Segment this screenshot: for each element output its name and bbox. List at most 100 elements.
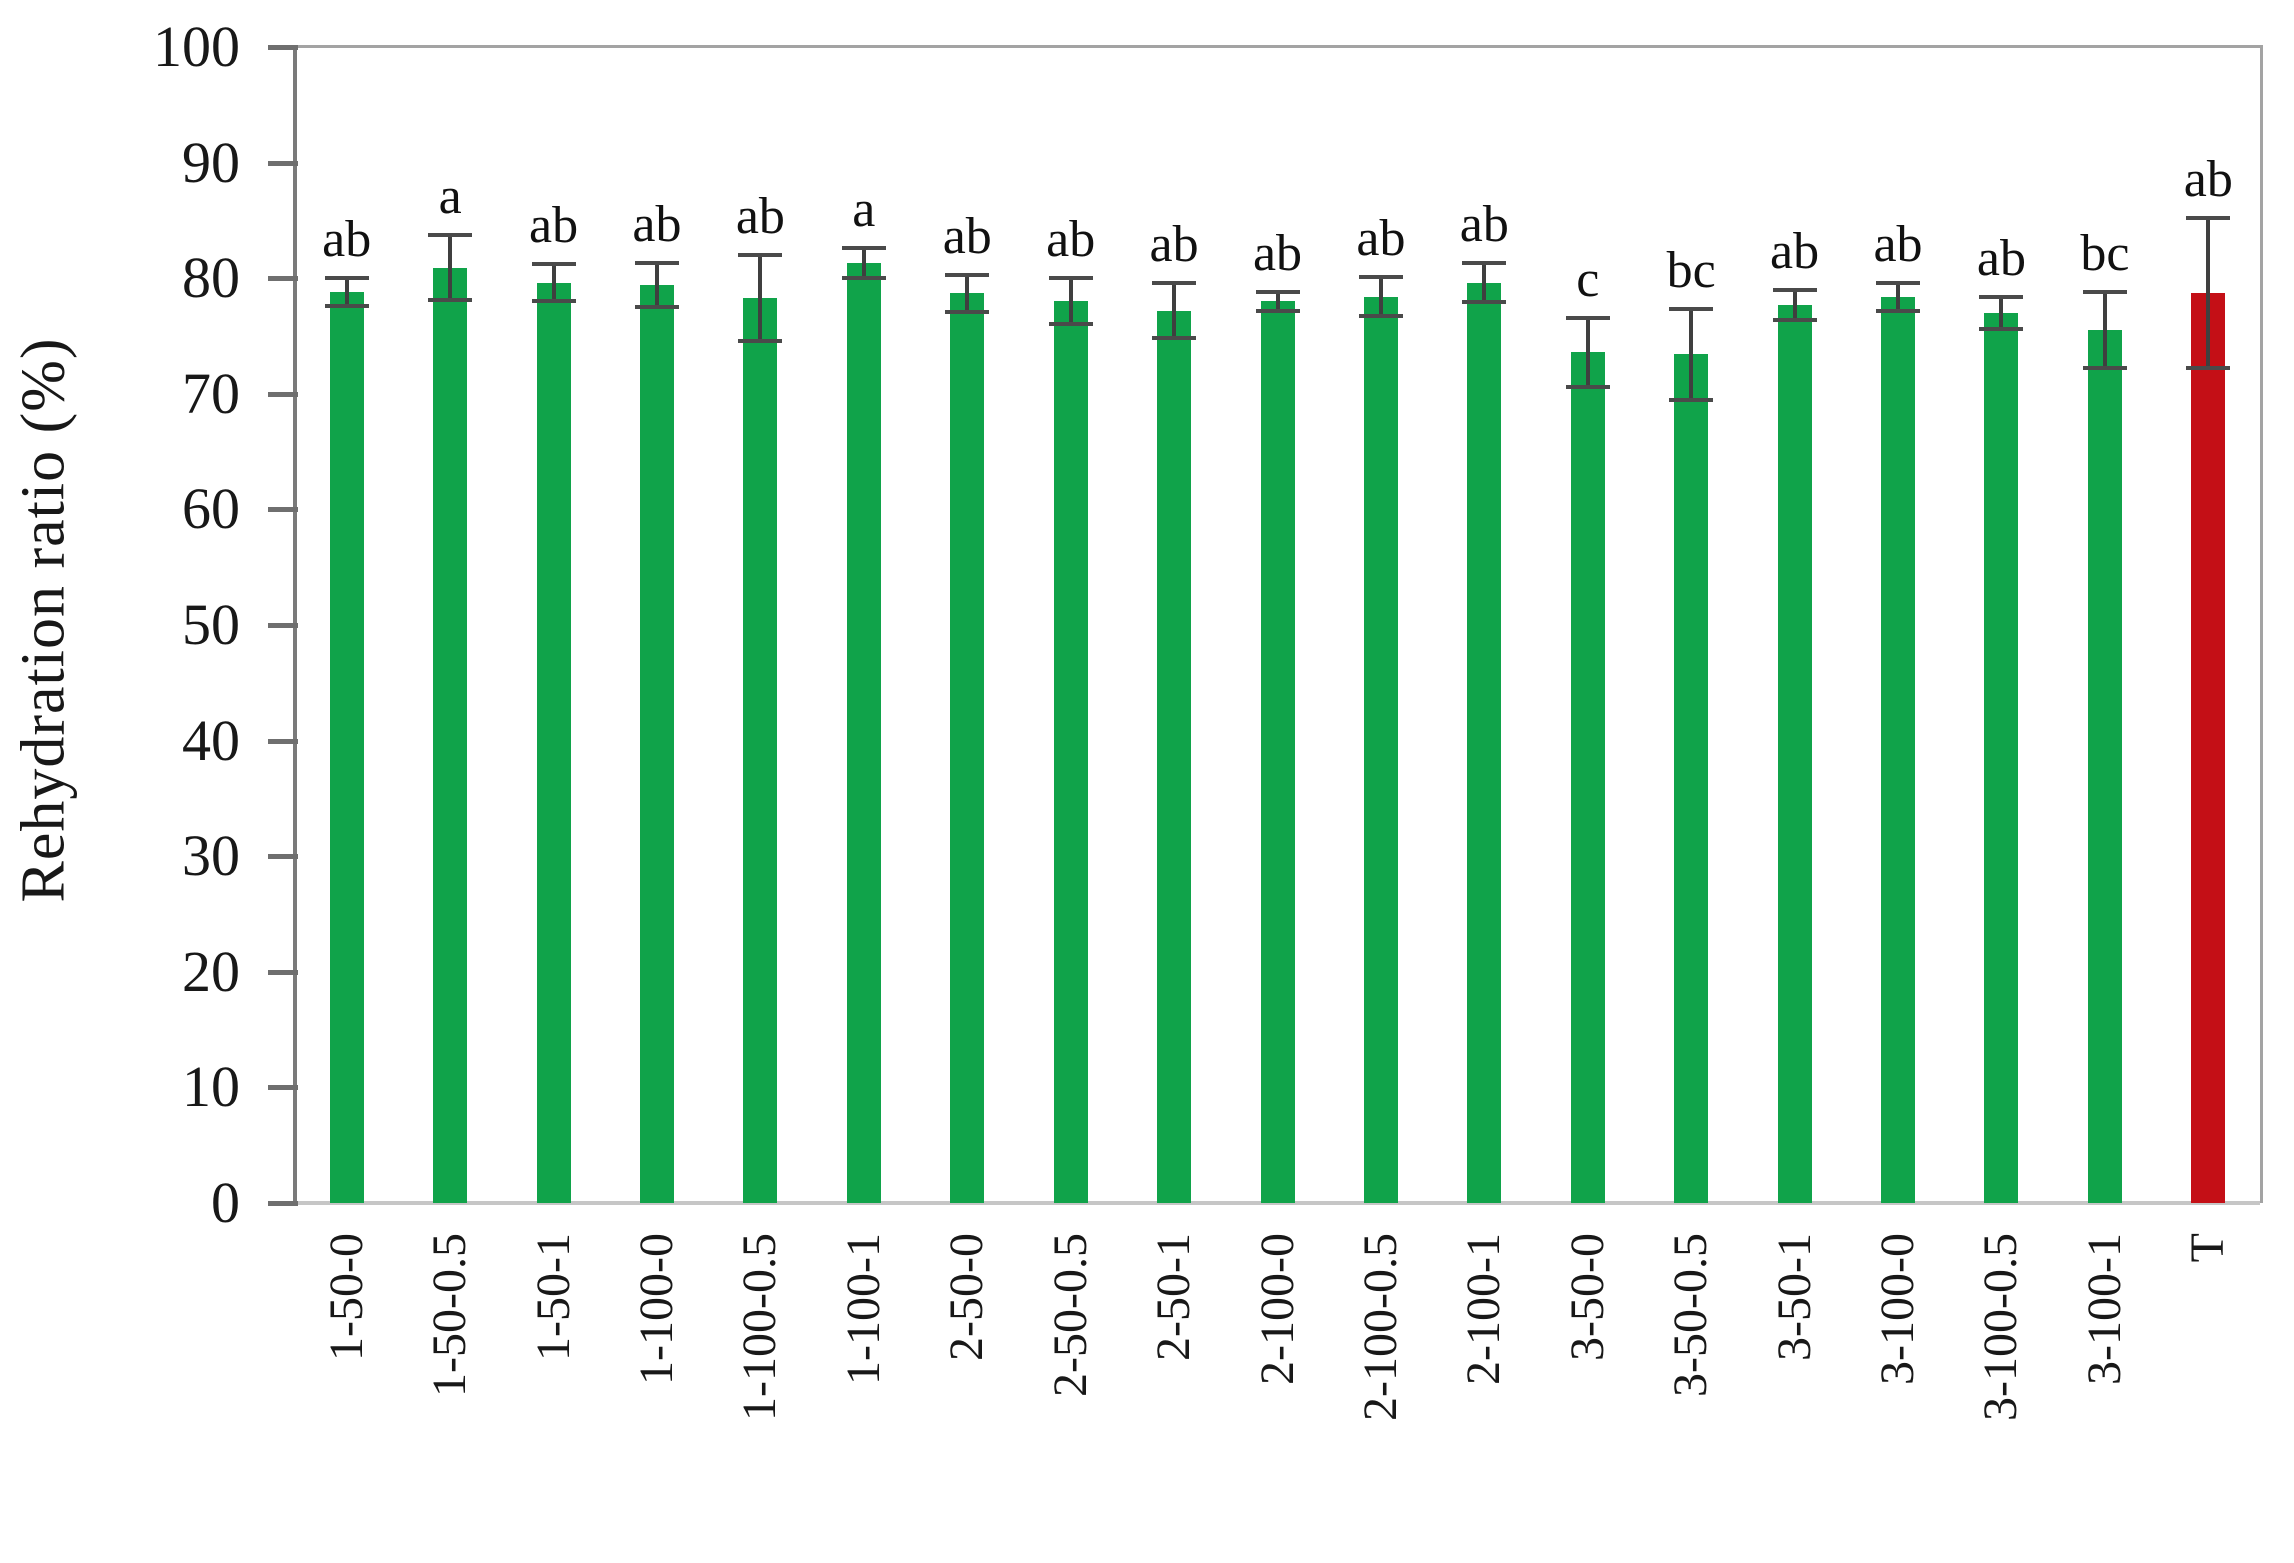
- error-cap-bottom-2-100-0: [1255, 308, 1300, 313]
- error-cap-bottom-3-100-0: [1876, 308, 1921, 313]
- error-cap-top-3-100-1: [2082, 290, 2127, 295]
- y-tick-10: [268, 1085, 298, 1091]
- x-label-3-50-1: 3-50-1: [1767, 1233, 1821, 1361]
- bar-3-50-1: [1777, 304, 1812, 1203]
- sig-letter-1-100-0: ab: [632, 196, 682, 254]
- x-label-3-100-0: 3-100-0: [1871, 1233, 1925, 1385]
- x-label-1-50-0: 1-50-0: [319, 1233, 373, 1361]
- error-cap-top-3-50-0.5: [1669, 307, 1714, 312]
- error-cap-bottom-3-50-0.5: [1669, 397, 1714, 402]
- y-tick-label-80: 80: [182, 245, 240, 311]
- y-tick-100: [268, 45, 298, 50]
- error-bar-3-50-1: [1792, 289, 1797, 320]
- y-tick-20: [268, 969, 298, 975]
- error-bar-2-50-0: [965, 274, 970, 312]
- y-tick-70: [268, 391, 298, 397]
- sig-letter-3-50-1: ab: [1770, 222, 1820, 280]
- error-bar-T: [2206, 218, 2211, 369]
- error-cap-bottom-T: [2186, 366, 2231, 371]
- error-cap-top-2-100-0.5: [1358, 275, 1403, 280]
- error-bar-1-50-0: [344, 278, 349, 306]
- y-tick-40: [268, 738, 298, 744]
- error-bar-1-100-0: [654, 263, 659, 308]
- error-cap-top-3-100-0: [1876, 280, 1921, 285]
- error-bar-3-50-0.5: [1689, 309, 1694, 400]
- error-cap-bottom-2-50-0: [945, 309, 990, 314]
- error-cap-top-3-100-0.5: [1979, 294, 2024, 299]
- bar-3-100-0: [1881, 296, 1916, 1203]
- error-cap-top-1-100-0.5: [738, 253, 783, 258]
- y-tick-0: [268, 1201, 298, 1206]
- plot-border-top: [293, 45, 2263, 48]
- x-label-3-50-0.5: 3-50-0.5: [1664, 1233, 1718, 1397]
- error-cap-bottom-2-50-1: [1152, 336, 1197, 341]
- y-tick-label-50: 50: [182, 592, 240, 657]
- error-cap-top-3-50-1: [1772, 287, 1817, 292]
- error-cap-bottom-1-50-0: [324, 303, 369, 308]
- x-label-3-100-1: 3-100-1: [2077, 1233, 2131, 1385]
- error-cap-bottom-2-100-1: [1462, 300, 1507, 305]
- y-tick-label-60: 60: [182, 476, 240, 542]
- sig-letter-2-100-0.5: ab: [1356, 210, 1406, 268]
- x-label-1-50-0.5: 1-50-0.5: [423, 1233, 477, 1397]
- error-cap-bottom-3-100-0.5: [1979, 327, 2024, 332]
- bar-3-50-0: [1570, 352, 1605, 1203]
- error-bar-2-100-0: [1275, 292, 1280, 311]
- error-bar-1-100-0.5: [758, 255, 763, 341]
- x-label-1-100-1: 1-100-1: [836, 1233, 890, 1385]
- sig-letter-3-100-0.5: ab: [1976, 229, 2026, 287]
- y-tick-label-70: 70: [182, 360, 240, 426]
- sig-letter-1-100-1: a: [852, 181, 876, 239]
- x-label-1-100-0.5: 1-100-0.5: [733, 1233, 787, 1421]
- bar-1-100-0: [639, 285, 674, 1203]
- x-label-2-100-0: 2-100-0: [1250, 1233, 1304, 1385]
- error-cap-bottom-1-100-0.5: [738, 338, 783, 343]
- error-cap-bottom-2-50-0.5: [1048, 322, 1093, 327]
- x-label-2-50-0.5: 2-50-0.5: [1043, 1233, 1097, 1397]
- sig-letter-2-50-0: ab: [942, 207, 992, 265]
- error-cap-top-2-100-1: [1462, 261, 1507, 266]
- error-cap-bottom-3-100-1: [2082, 366, 2127, 371]
- error-bar-1-50-1: [551, 264, 556, 302]
- error-bar-2-100-1: [1482, 263, 1487, 303]
- error-bar-1-100-1: [861, 248, 866, 279]
- error-cap-top-1-100-0: [634, 261, 679, 266]
- sig-letter-2-100-0: ab: [1252, 225, 1303, 283]
- bar-1-100-0.5: [743, 297, 778, 1203]
- bar-1-50-0.5: [433, 267, 468, 1203]
- y-tick-80: [268, 276, 298, 282]
- y-tick-label-20: 20: [182, 938, 240, 1004]
- y-tick-label-0: 0: [211, 1170, 240, 1235]
- sig-letter-1-50-1: ab: [529, 197, 579, 255]
- bar-2-50-0: [950, 293, 985, 1203]
- y-tick-60: [268, 507, 298, 513]
- y-tick-label-40: 40: [182, 707, 240, 773]
- error-cap-top-1-100-1: [841, 246, 886, 251]
- bar-3-50-0.5: [1674, 354, 1709, 1203]
- x-axis-line: [295, 1201, 2260, 1205]
- error-cap-top-1-50-0: [324, 276, 369, 281]
- sig-letter-1-50-0: ab: [322, 211, 372, 269]
- error-cap-top-2-50-0.5: [1048, 276, 1093, 281]
- x-label-2-50-0: 2-50-0: [940, 1233, 994, 1361]
- bar-2-100-0: [1260, 301, 1295, 1203]
- error-bar-3-100-0.5: [1999, 296, 2004, 330]
- x-label-2-50-1: 2-50-1: [1147, 1233, 1201, 1361]
- bar-1-50-1: [536, 282, 571, 1203]
- error-cap-bottom-3-50-0: [1565, 384, 1610, 389]
- error-bar-3-100-0: [1896, 282, 1901, 311]
- bar-3-100-1: [2087, 330, 2122, 1203]
- bar-2-100-1: [1467, 282, 1502, 1203]
- bar-T: [2191, 293, 2226, 1203]
- bar-1-100-1: [846, 263, 881, 1203]
- error-cap-top-1-50-1: [531, 262, 576, 267]
- x-label-1-100-0: 1-100-0: [629, 1233, 683, 1385]
- x-label-2-100-0.5: 2-100-0.5: [1353, 1233, 1407, 1421]
- error-cap-top-2-100-0: [1255, 290, 1300, 295]
- x-label-2-100-1: 2-100-1: [1457, 1233, 1511, 1385]
- bar-3-100-0.5: [1984, 312, 2019, 1203]
- bar-2-50-0.5: [1053, 301, 1088, 1203]
- error-cap-top-1-50-0.5: [428, 233, 473, 238]
- y-tick-label-90: 90: [182, 129, 240, 195]
